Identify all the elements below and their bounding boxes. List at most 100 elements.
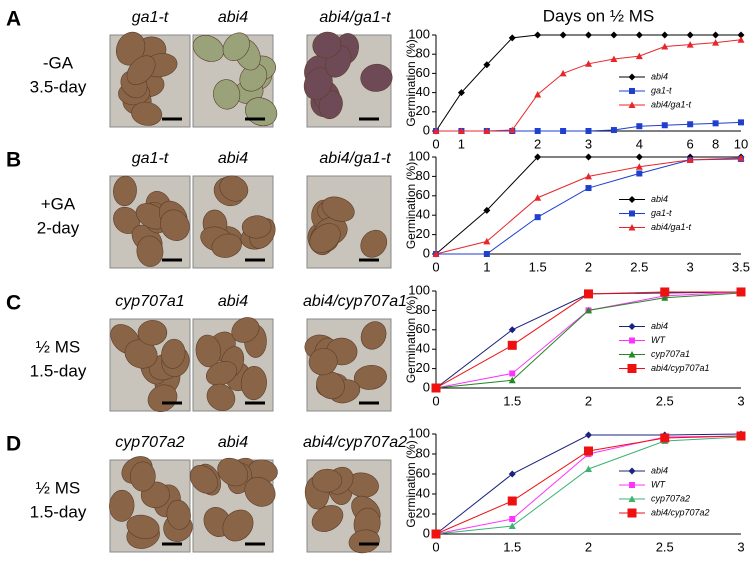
y-tick-label: 80 xyxy=(416,302,430,317)
y-tick-label: 100 xyxy=(408,26,430,41)
legend-marker xyxy=(627,508,637,518)
seed xyxy=(318,90,343,120)
marker xyxy=(686,31,694,39)
y-tick-label: 80 xyxy=(416,46,430,61)
seed xyxy=(241,215,272,239)
y-tick-label: 40 xyxy=(416,207,430,222)
marker xyxy=(559,31,567,39)
seed xyxy=(360,63,393,92)
y-axis-title: Germination (%) xyxy=(404,440,418,527)
x-tick-label: 3 xyxy=(737,539,744,554)
marker xyxy=(457,89,465,97)
marker xyxy=(712,31,720,39)
series-line xyxy=(435,291,741,389)
seeds xyxy=(113,175,190,267)
seed xyxy=(115,31,146,66)
marker xyxy=(431,383,441,393)
seed xyxy=(312,31,342,59)
seed xyxy=(222,509,254,542)
seeds xyxy=(304,321,387,404)
seeds xyxy=(110,320,190,412)
panel-letter: B xyxy=(6,149,21,172)
seed xyxy=(189,465,218,494)
condition-label: +GA xyxy=(41,194,76,213)
marker xyxy=(508,326,516,334)
photo-label: abi4 xyxy=(218,150,248,167)
marker xyxy=(687,121,694,128)
condition-label: 1.5-day xyxy=(30,502,87,521)
y-tick-label: 100 xyxy=(408,148,430,163)
condition-label: 2-day xyxy=(37,218,80,237)
photo-label: abi4 xyxy=(218,434,248,451)
y-tick-label: 100 xyxy=(408,282,430,297)
x-tick-label: 2 xyxy=(585,259,592,274)
y-axis-title: Germination (%) xyxy=(404,39,418,126)
marker xyxy=(712,39,720,46)
seeds xyxy=(189,457,278,542)
marker xyxy=(585,431,592,439)
seeds xyxy=(195,317,267,411)
marker xyxy=(483,237,491,245)
legend-label: ga1-t xyxy=(651,85,672,95)
y-tick-label: 60 xyxy=(416,321,430,336)
seed xyxy=(161,338,186,369)
legend-label: WT xyxy=(651,335,666,345)
marker xyxy=(738,119,744,126)
x-tick-label: 3 xyxy=(737,393,744,408)
x-tick-label: 2 xyxy=(534,136,541,151)
seed xyxy=(222,32,250,61)
marker xyxy=(431,529,441,539)
seed xyxy=(192,35,225,62)
y-tick-label: 60 xyxy=(416,187,430,202)
y-tick-label: 20 xyxy=(416,103,430,118)
seed xyxy=(348,529,380,554)
y-tick-label: 0 xyxy=(423,245,430,260)
condition-label: ½ MS xyxy=(36,478,80,497)
marker xyxy=(483,251,490,257)
marker xyxy=(584,446,593,456)
marker xyxy=(585,31,592,39)
seed xyxy=(206,383,236,411)
legend-marker xyxy=(627,364,637,373)
series-line xyxy=(435,291,742,389)
condition-label: 3.5-day xyxy=(30,77,87,96)
marker xyxy=(661,31,669,39)
marker xyxy=(585,60,592,67)
legend-marker xyxy=(628,323,636,330)
seed xyxy=(213,79,241,110)
marker xyxy=(509,516,516,522)
marker xyxy=(508,376,516,384)
x-tick-label: 2.5 xyxy=(656,393,674,408)
marker xyxy=(686,41,694,48)
y-tick-label: 0 xyxy=(423,525,430,540)
x-tick-label: 1 xyxy=(458,136,465,151)
seed xyxy=(206,360,238,386)
legend-label: abi4/cyp707a2 xyxy=(651,507,710,517)
legend-label: cyp707a1 xyxy=(651,349,690,359)
x-tick-label: 1.5 xyxy=(529,259,547,274)
photo-label: ga1-t xyxy=(132,9,169,26)
marker xyxy=(507,496,517,506)
seed xyxy=(321,196,355,222)
seed xyxy=(129,461,156,492)
legend-marker xyxy=(628,101,636,108)
marker xyxy=(736,431,746,441)
marker xyxy=(737,36,745,43)
series-line xyxy=(435,34,741,132)
seed xyxy=(137,320,168,346)
series-line xyxy=(435,157,742,255)
y-tick-label: 100 xyxy=(408,425,430,440)
marker xyxy=(534,214,541,221)
marker xyxy=(737,154,745,161)
seed xyxy=(360,229,388,258)
y-tick-label: 60 xyxy=(416,65,430,80)
marker xyxy=(534,91,542,98)
condition-label: -GA xyxy=(43,53,74,72)
seed xyxy=(126,514,160,540)
y-tick-label: 60 xyxy=(416,465,430,480)
marker xyxy=(660,287,670,297)
marker xyxy=(610,55,618,62)
marker xyxy=(585,185,592,192)
marker xyxy=(585,306,592,314)
